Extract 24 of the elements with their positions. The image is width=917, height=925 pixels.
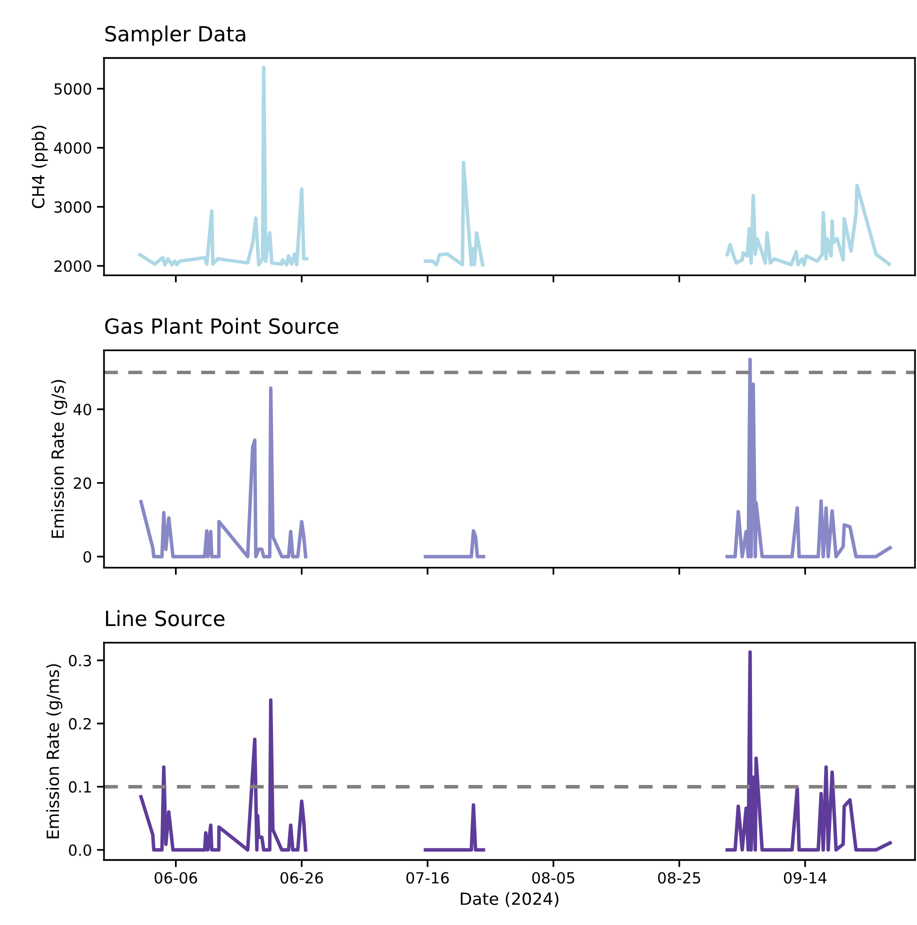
- x-tick-label: 08-05: [532, 872, 574, 884]
- x-tick-label: 06-06: [154, 872, 198, 884]
- chart-title: Gas Plant Point Source: [105, 318, 338, 334]
- y-axis-title: Emission Rate (g/ms): [46, 664, 62, 838]
- y-axis-title: CH4 (ppb): [32, 126, 48, 208]
- y-tick-label: 40: [74, 404, 92, 416]
- y-tick-label: 0.3: [68, 654, 91, 666]
- y-tick-label: 5000: [54, 83, 92, 95]
- y-tick-label: 3000: [54, 201, 92, 213]
- y-tick-label: 0.0: [68, 844, 92, 856]
- y-tick-label: 0: [83, 551, 92, 563]
- x-tick-label: 06-26: [280, 872, 323, 884]
- y-tick-label: 0.2: [68, 718, 91, 730]
- x-axis-title: Date (2024): [460, 892, 558, 908]
- y-axis-title: Emission Rate (g/s): [51, 380, 68, 538]
- y-tick-label: 2000: [54, 260, 92, 272]
- chart-title: Sampler Data: [105, 26, 246, 46]
- y-tick-label: 20: [74, 477, 92, 489]
- y-tick-label: 0.1: [68, 781, 91, 793]
- x-tick-label: 08-25: [658, 872, 700, 884]
- x-tick-label: 09-14: [784, 872, 826, 884]
- y-tick-label: 4000: [54, 142, 92, 154]
- x-tick-label: 07-16: [406, 872, 449, 884]
- chart-title: Line Source: [106, 610, 224, 626]
